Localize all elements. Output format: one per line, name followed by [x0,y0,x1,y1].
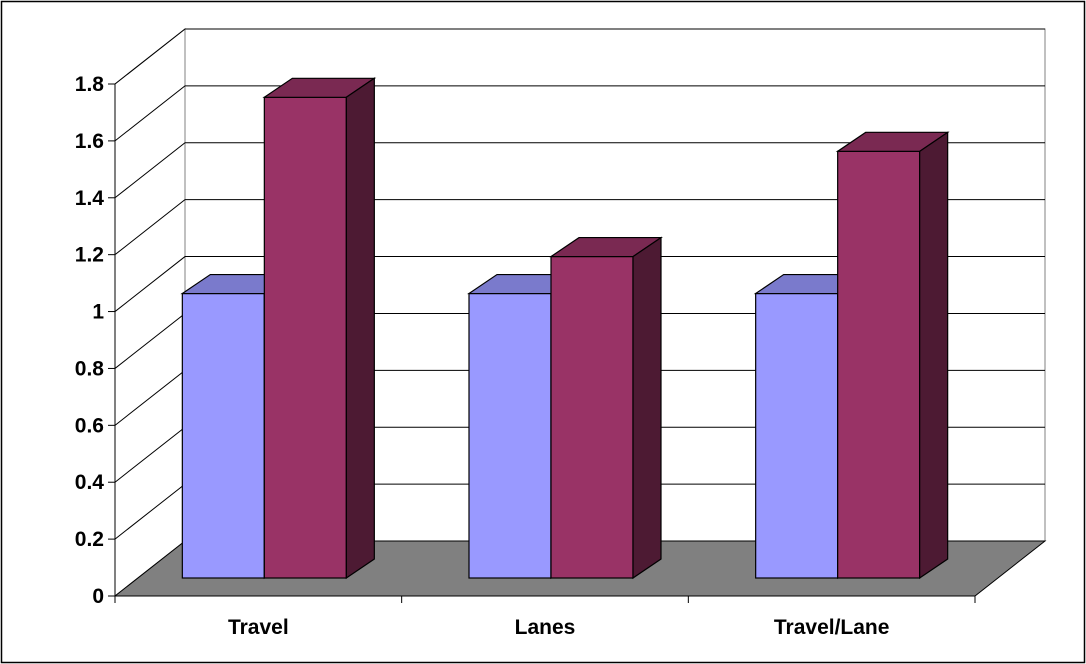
bar-1-lanes-front [468,292,552,579]
gridline [114,199,1045,256]
gridline [114,256,1045,312]
bar-2-travel-side [345,77,375,580]
x-tick-label: Travel [228,616,289,639]
bar-2-travel-lane-front [837,150,921,579]
y-tick-label: 0 [92,585,104,608]
axes: 0 0.2 0.4 0.6 0.8 1 1.2 1.4 1.6 1.8 Travel Lanes Tra… [75,73,976,639]
gridline [114,85,1045,142]
y-tick-label: 1 [92,301,104,324]
bar-2-travel-lane-side [919,131,949,580]
gridline [114,28,1045,85]
y-tick-label: 1.4 [75,187,105,210]
bar-2-lanes-front [550,255,634,579]
y-tick-label: 0.4 [75,471,105,494]
y-tick-label: 0.2 [75,528,104,551]
y-tick-label: 0.8 [75,357,105,380]
bar-2-travel-front [263,96,347,579]
side-wall [114,27,186,598]
y-tick-label: 1.8 [75,73,105,96]
x-tick-label: Travel/Lane [774,616,890,639]
y-tick-label: 0.6 [75,414,104,437]
y-tick-label: 1.2 [75,244,104,267]
x-tick-label: Lanes [515,616,576,639]
gridline [114,142,1045,199]
y-tick-label: 1.6 [75,130,104,153]
bar-2-lanes-side [632,236,662,580]
bar-1-travel-lane-front [755,292,839,579]
bar-1-travel-front [181,292,265,579]
bars [180,77,950,580]
